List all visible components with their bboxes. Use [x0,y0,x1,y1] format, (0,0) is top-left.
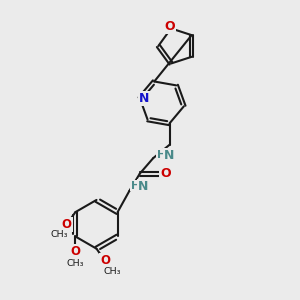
Text: O: O [160,167,171,180]
Text: CH₃: CH₃ [51,230,68,239]
Text: H: H [131,181,141,190]
Text: CH₃: CH₃ [103,267,121,276]
Text: N: N [138,180,148,193]
Text: O: O [62,218,72,231]
Text: O: O [70,245,80,258]
Text: H: H [157,150,166,160]
Text: N: N [139,92,149,105]
Text: O: O [164,20,175,34]
Text: N: N [164,149,175,162]
Text: CH₃: CH₃ [67,259,84,268]
Text: O: O [100,254,110,267]
